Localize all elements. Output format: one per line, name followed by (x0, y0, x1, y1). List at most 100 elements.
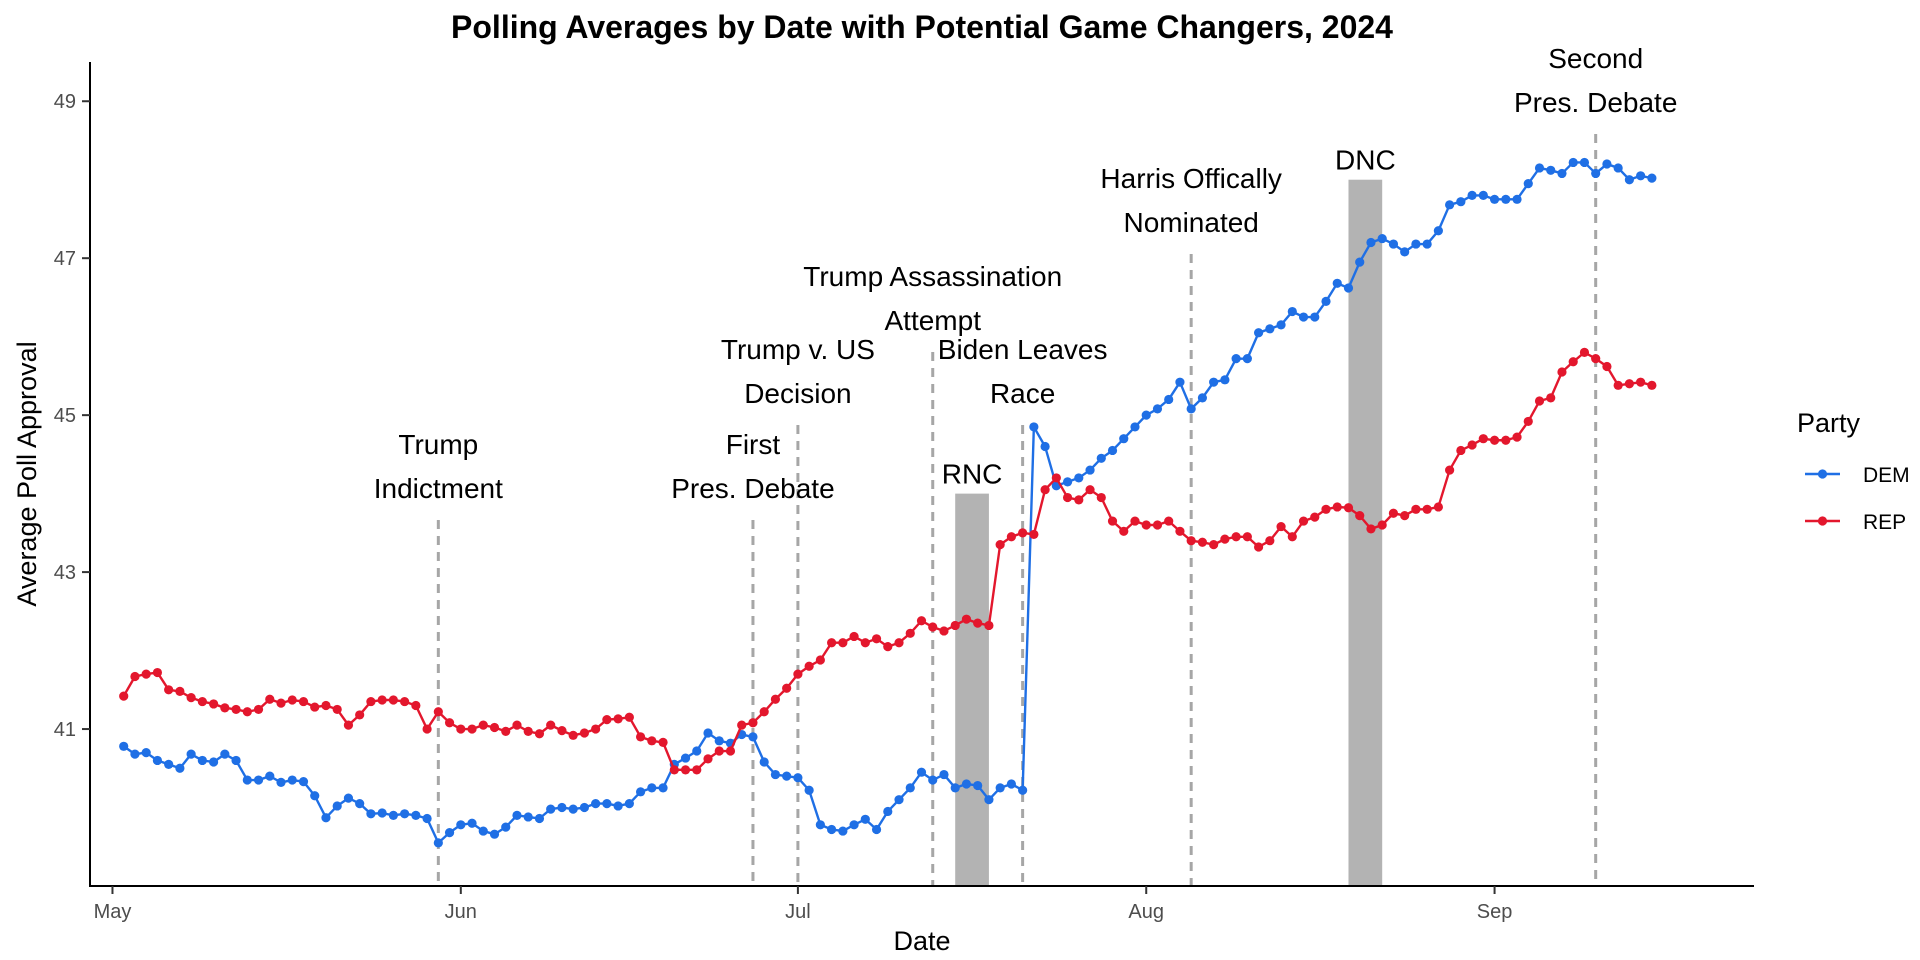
dem-data-point (894, 795, 904, 805)
rep-data-point (939, 626, 949, 636)
rep-data-point (1276, 521, 1286, 532)
dem-data-point (692, 746, 702, 756)
rep-data-point (321, 700, 331, 711)
rep-data-point (557, 726, 567, 736)
rep-data-point (433, 707, 443, 717)
dem-data-point (366, 809, 376, 819)
dem-data-point (1557, 168, 1567, 179)
rep-data-point (1209, 540, 1219, 550)
rep-data-point (714, 746, 724, 756)
dem-data-point (1422, 239, 1432, 249)
dem-data-point (444, 828, 455, 838)
rep-data-point (355, 710, 365, 720)
dem-data-point (546, 804, 556, 814)
dem-data-point (1119, 434, 1129, 444)
dem-data-point (1265, 324, 1275, 334)
rep-data-point (602, 715, 612, 725)
dem-data-point (1647, 173, 1657, 183)
dem-data-point (950, 783, 960, 793)
dem-data-point (1107, 445, 1118, 456)
dem-data-point (1546, 165, 1556, 175)
rep-data-point (1355, 510, 1365, 521)
dem-data-point (1175, 377, 1185, 387)
rep-data-point (1456, 445, 1466, 456)
rep-data-point (669, 765, 679, 775)
dem-data-point (1489, 194, 1500, 204)
dem-data-point (298, 777, 309, 787)
dem-data-point (995, 783, 1005, 793)
dem-data-point (489, 829, 500, 839)
rep-data-point (1557, 367, 1567, 377)
dem-data-point (1523, 179, 1533, 189)
legend: Party DEM REP (1797, 408, 1910, 534)
tick-labels: 41 43 45 47 49 May Jun Jul Aug Sep (54, 91, 1513, 923)
rep-data-point (1310, 512, 1320, 522)
rep-data-point (1489, 435, 1500, 445)
dnc-shaded-period (1348, 179, 1383, 886)
rep-data-point (209, 699, 219, 709)
rep-data-point (1467, 440, 1477, 450)
rep-data-point (613, 714, 623, 724)
dem-data-point (456, 820, 466, 830)
dem-data-point (1478, 190, 1488, 201)
rep-data-point (1119, 526, 1129, 536)
marker-label-line: Biden Leaves (938, 334, 1108, 365)
dem-data-point (759, 757, 769, 767)
dem-data-point (152, 755, 163, 766)
rep-data-point (546, 720, 556, 730)
dem-data-point (793, 773, 803, 783)
rep-data-point (568, 730, 578, 740)
dem-data-point (916, 767, 927, 777)
dem-data-point (1512, 194, 1522, 204)
rep-data-point (1591, 354, 1601, 364)
rep-data-point (1343, 503, 1354, 513)
rep-data-point (1265, 536, 1275, 546)
dem-data-point (804, 785, 814, 795)
dem-data-point (939, 769, 949, 780)
dem-data-point (265, 771, 275, 781)
rep-data-point (1220, 534, 1230, 544)
dem-data-point (467, 818, 477, 828)
rnc-label: RNC (942, 459, 1003, 490)
rep-data-point (1242, 532, 1252, 542)
dem-data-point (557, 802, 567, 813)
dem-data-point (253, 775, 264, 785)
dem-data-point (1074, 473, 1084, 483)
dem-data-point (1602, 159, 1612, 169)
dem-data-point (287, 775, 297, 785)
rep-data-point (1321, 504, 1331, 514)
dnc-label: DNC (1335, 145, 1396, 176)
rep-data-point (1546, 393, 1556, 403)
shaded-periods (955, 179, 1383, 886)
rep-data-point (1433, 502, 1443, 512)
dem-data-point (1209, 377, 1219, 387)
dem-data-point (1152, 404, 1163, 414)
dem-data-point (1591, 168, 1601, 179)
dem-data-point (1085, 465, 1095, 475)
axes (89, 62, 1754, 887)
dem-data-point (501, 822, 511, 832)
dem-data-point (928, 775, 938, 785)
dem-data-point (1388, 239, 1399, 249)
rep-data-point (1152, 520, 1163, 530)
dem-data-point (1242, 354, 1252, 364)
dem-data-point (220, 749, 230, 759)
rep-data-point (456, 724, 466, 734)
rep-data-point (1107, 516, 1118, 526)
rep-data-point (1175, 526, 1185, 536)
marker-label-trump-assassination-attempt: Trump Assassination Attempt (803, 261, 1062, 336)
rep-data-point (894, 638, 904, 648)
dem-data-point (1231, 354, 1241, 364)
dem-data-point (1636, 171, 1646, 181)
x-tick-label: Jul (785, 901, 811, 923)
rnc-shaded-period (955, 493, 989, 886)
rep-data-point (332, 704, 342, 715)
dem-data-point (883, 806, 893, 817)
rep-data-point (175, 686, 185, 696)
dem-data-point (1321, 296, 1331, 306)
rep-data-point (995, 540, 1005, 550)
rep-data-point (1400, 510, 1410, 521)
rep-data-point (343, 720, 354, 730)
dem-data-point (680, 753, 691, 763)
